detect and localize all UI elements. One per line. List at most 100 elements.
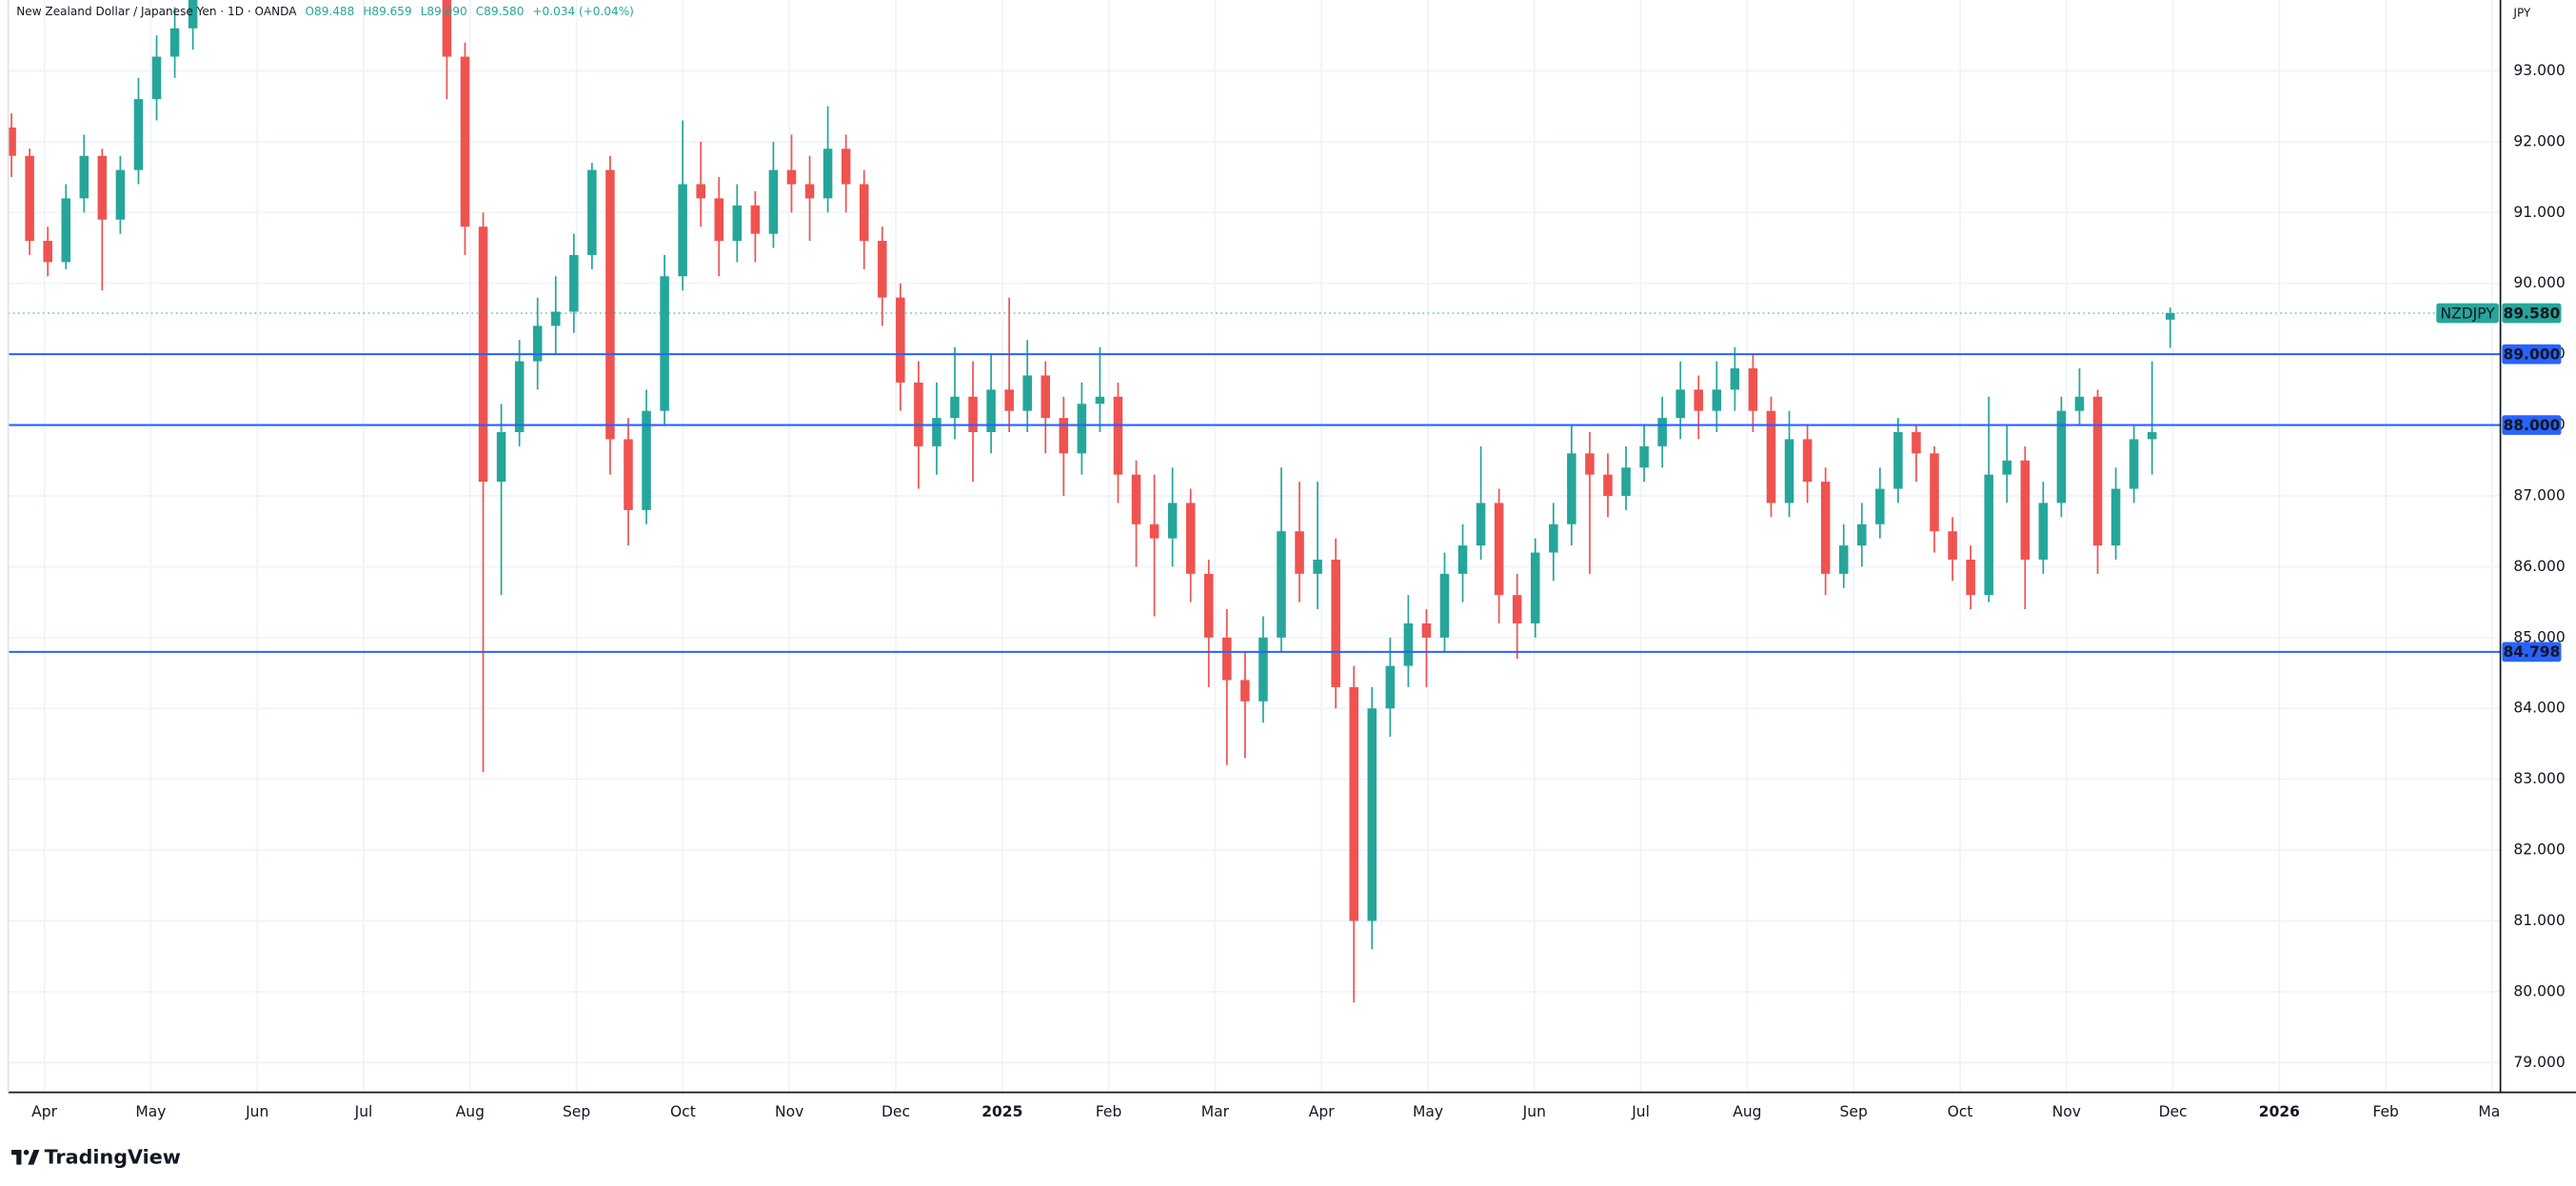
candle-body <box>1984 474 1993 596</box>
price-label: 84.798 <box>2503 643 2560 661</box>
candle-body <box>1549 524 1558 553</box>
candle-body <box>532 326 543 362</box>
brand-name: TradingView <box>45 1146 181 1169</box>
y-tick-label: 92.000 <box>2513 132 2565 149</box>
candle-body <box>804 184 815 199</box>
candle-body <box>986 389 996 432</box>
candle-body <box>1912 431 1921 454</box>
candle-body <box>1748 368 1758 411</box>
brand-logo <box>11 1149 40 1165</box>
y-tick-label: 84.000 <box>2513 700 2565 717</box>
ohlc-high: H89.659 <box>363 5 411 18</box>
symbol-title: New Zealand Dollar / Japanese Yen · 1D ·… <box>16 5 297 18</box>
candle-body <box>1403 623 1414 666</box>
candle-body <box>1585 453 1595 475</box>
candle-body <box>642 410 651 510</box>
candle-body <box>1875 488 1885 524</box>
candle-body <box>1331 559 1340 687</box>
x-tick-label: May <box>135 1103 166 1120</box>
candle-body <box>97 155 108 220</box>
candle-body <box>1893 431 1903 489</box>
ohlc-close: C89.580 <box>476 5 525 18</box>
x-tick-label: Sep <box>563 1103 590 1120</box>
candle-body <box>1022 375 1032 411</box>
candle-body <box>1222 637 1232 681</box>
y-tick-label: 83.000 <box>2513 770 2565 787</box>
candle-body <box>786 169 797 185</box>
x-tick-label: Mar <box>1201 1103 1230 1120</box>
candle-body <box>1385 665 1396 709</box>
symbol-tag-bg <box>2436 303 2499 324</box>
candle-body <box>1621 467 1631 496</box>
y-tick-label: 86.000 <box>2513 558 2565 575</box>
candle-body <box>859 184 869 242</box>
candle-body <box>2056 410 2067 504</box>
candle-body <box>1077 404 1087 454</box>
candle-body <box>1838 545 1849 574</box>
x-tick-label: Aug <box>456 1103 485 1120</box>
candle-body <box>1784 439 1794 504</box>
x-tick-label: Jul <box>1631 1103 1650 1120</box>
price-label: 88.000 <box>2503 417 2560 434</box>
symbol-header: New Zealand Dollar / Japanese Yen · 1D ·… <box>16 5 634 18</box>
candle-body <box>569 254 579 312</box>
candle-body <box>115 169 126 220</box>
candle-body <box>660 276 669 411</box>
candle-body <box>696 184 705 199</box>
candle-body <box>1494 503 1504 596</box>
x-tick-label: Jun <box>245 1103 268 1120</box>
time-axis: Apr May Jun Jul Aug Sep Oct Nov Dec 2025 Feb Mar Apr… <box>31 1103 2507 1120</box>
y-tick-label: 93.000 <box>2513 62 2565 79</box>
candle-body <box>1675 389 1685 419</box>
candle-body <box>1766 410 1776 504</box>
candle-body <box>1095 396 1105 405</box>
candle-body <box>624 439 633 510</box>
candle-body <box>1367 708 1377 921</box>
candle-body <box>2147 431 2157 440</box>
candle-body <box>43 241 52 263</box>
candle-body <box>1439 573 1450 638</box>
price-label: 89.000 <box>2503 346 2560 363</box>
candle-body <box>151 56 162 100</box>
symbol-tag: NZDJPY <box>2440 305 2495 322</box>
candle-body <box>1712 389 1722 411</box>
change: +0.034 (+0.04%) <box>532 5 633 18</box>
candle-body <box>1457 545 1468 574</box>
candle-body <box>1258 637 1268 702</box>
last-price-bg <box>2502 303 2562 324</box>
candle-body <box>768 169 779 234</box>
x-tick-label: 2025 <box>981 1103 1022 1120</box>
candle-body <box>25 155 34 242</box>
candle-body <box>2002 460 2011 475</box>
candle-body <box>1240 680 1250 702</box>
candle-body <box>1639 445 1649 468</box>
ohlc-low: L89.090 <box>421 5 467 18</box>
candle-body <box>896 297 905 383</box>
candle-body <box>442 0 452 57</box>
candle-body <box>932 418 941 446</box>
candle-body <box>79 155 89 199</box>
candle-body <box>2129 439 2139 489</box>
x-tick-label: Sep <box>1840 1103 1868 1120</box>
x-tick-label: Mar <box>2478 1103 2507 1120</box>
candle-body <box>1277 531 1286 638</box>
candle-body <box>1167 503 1178 539</box>
candle-body <box>1512 595 1522 623</box>
price-label-bg <box>2502 344 2562 365</box>
plot-area <box>8 0 2501 1003</box>
candle-body <box>968 396 978 432</box>
candle-body <box>1820 482 1831 574</box>
y-tick-label: 91.000 <box>2513 204 2565 221</box>
x-tick-label: Jul <box>354 1103 373 1120</box>
y-tick-label: 90.000 <box>2513 274 2565 291</box>
candle-body <box>1421 623 1432 638</box>
candle-body <box>1349 686 1358 921</box>
candle-body <box>514 361 525 432</box>
x-tick-label: Feb <box>2372 1103 2398 1120</box>
x-tick-label: Aug <box>1733 1103 1761 1120</box>
x-tick-label: Nov <box>2052 1103 2081 1120</box>
x-tick-label: Dec <box>882 1103 910 1120</box>
x-tick-label: Jun <box>1522 1103 1546 1120</box>
candle-body <box>496 431 506 483</box>
